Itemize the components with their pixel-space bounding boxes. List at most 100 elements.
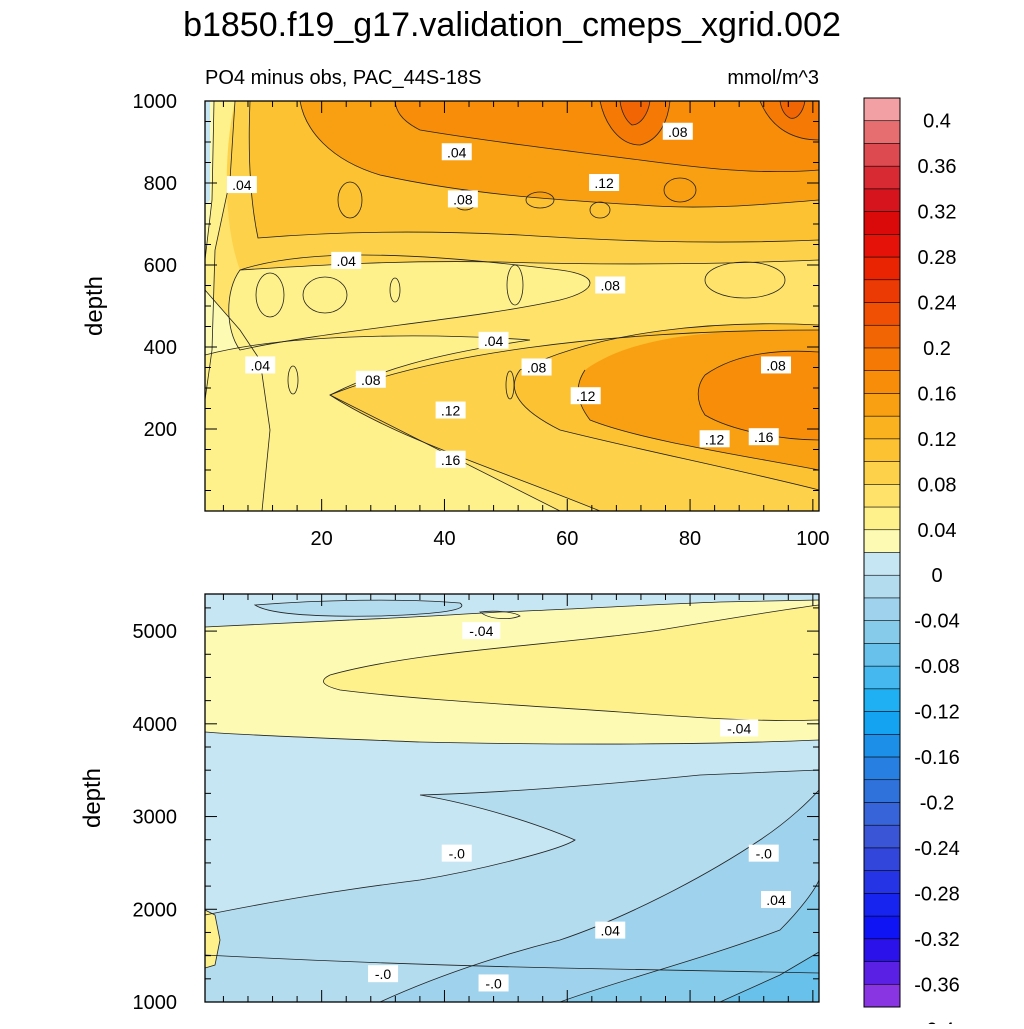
contour-label-text: .08 bbox=[527, 360, 547, 376]
colorbar-label: -0.16 bbox=[914, 747, 960, 769]
contour-line bbox=[779, 101, 806, 119]
contour-label: .12 bbox=[435, 401, 466, 419]
upper-y-axis-label: depth bbox=[81, 276, 108, 336]
contour-label-text: .16 bbox=[441, 452, 461, 468]
colorbar-box bbox=[863, 847, 901, 872]
contour-line bbox=[239, 259, 819, 271]
contour-label: -.0 bbox=[478, 974, 509, 992]
colorbar-label: 0.28 bbox=[918, 247, 957, 269]
colorbar-box bbox=[863, 120, 901, 144]
colorbar-label: -0.12 bbox=[914, 702, 960, 724]
colorbar-label: 0.12 bbox=[918, 429, 957, 451]
lower-band-neg-surface-patch bbox=[255, 600, 462, 617]
contour-label-box bbox=[331, 251, 362, 269]
contour-label-text: .04 bbox=[484, 333, 504, 349]
contour-line bbox=[394, 101, 819, 173]
colorbar-box bbox=[863, 506, 901, 531]
contour-label: -.04 bbox=[462, 622, 501, 640]
contour-line bbox=[205, 731, 819, 745]
y-tick-label: 400 bbox=[144, 337, 177, 359]
colorbar bbox=[863, 97, 901, 1008]
contour-line bbox=[329, 604, 819, 676]
colorbar-label: -0.4 bbox=[920, 1020, 954, 1024]
contour-line bbox=[479, 610, 521, 620]
contour-label-box bbox=[368, 965, 399, 983]
contour-label-box bbox=[435, 401, 466, 419]
colorbar-label: -0.04 bbox=[914, 611, 960, 633]
contour-label-box bbox=[245, 356, 276, 374]
colorbar-box bbox=[863, 915, 901, 940]
colorbar-box bbox=[863, 779, 901, 803]
lower-y-ticks: 1000 2000 3000 4000 5000 bbox=[133, 607, 819, 1014]
subtitle-left: PO4 minus obs, PAC_44S-18S bbox=[205, 67, 481, 89]
lower-contour-labels: -.0 -.0 .04 .04 -.0 -.0 -.04 -.04 bbox=[368, 622, 792, 992]
contour-label-box bbox=[748, 428, 779, 446]
contour-label-text: .08 bbox=[361, 372, 381, 388]
contour-label-text: .04 bbox=[232, 177, 252, 193]
colorbar-box bbox=[863, 370, 901, 394]
contour-line bbox=[323, 674, 819, 721]
colorbar-box bbox=[863, 552, 901, 576]
contour-label-text: .12 bbox=[441, 403, 461, 419]
contour-line bbox=[287, 365, 299, 395]
colorbar-box bbox=[863, 620, 901, 644]
contour-label-text: .08 bbox=[766, 357, 786, 373]
contour-line bbox=[514, 369, 819, 491]
y-tick-label: 1000 bbox=[133, 992, 178, 1014]
contour-label: .16 bbox=[748, 428, 779, 446]
contour-line bbox=[697, 374, 819, 441]
contour-label-text: .08 bbox=[668, 124, 688, 140]
contour-line bbox=[525, 191, 555, 209]
contour-label: -.0 bbox=[441, 844, 472, 862]
contour-line bbox=[505, 370, 515, 400]
x-tick-label: 80 bbox=[679, 528, 701, 550]
colorbar-label: 0 bbox=[931, 565, 942, 587]
contour-label-box bbox=[478, 331, 509, 349]
contour-label-box bbox=[226, 176, 257, 194]
colorbar-box bbox=[863, 165, 901, 190]
colorbar-box bbox=[863, 574, 901, 599]
contour-label: .04 bbox=[226, 176, 257, 194]
contour-label: .08 bbox=[355, 370, 386, 388]
contour-label: -.0 bbox=[368, 965, 399, 983]
lower-band-0.04 bbox=[323, 605, 819, 721]
colorbar-box bbox=[863, 279, 901, 304]
contour-label-text: .12 bbox=[705, 431, 725, 447]
colorbar-box bbox=[863, 711, 901, 735]
contour-label-box bbox=[570, 387, 601, 405]
colorbar-label: 0.4 bbox=[923, 111, 951, 133]
contour-line bbox=[589, 201, 611, 219]
contour-label-text: .08 bbox=[601, 278, 621, 294]
lower-y-axis-label: depth bbox=[79, 768, 106, 828]
contour-label-box bbox=[462, 622, 501, 640]
x-tick-label: 100 bbox=[796, 528, 829, 550]
colorbar-box bbox=[863, 824, 901, 849]
colorbar-labels: 0.4 0.36 0.32 0.28 0.24 0.2 0.16 0.12 0.08 0.04 0 -… bbox=[914, 111, 960, 1029]
y-tick-label: 2000 bbox=[133, 899, 178, 921]
contour-label: .04 bbox=[245, 356, 276, 374]
contour-line bbox=[205, 909, 221, 969]
contour-label-text: .04 bbox=[336, 253, 356, 269]
contour-line bbox=[302, 276, 348, 314]
lower-panel: -.0 -.0 .04 .04 -.0 -.0 -.04 -.04 1000 2000 3000 4… bbox=[79, 593, 820, 1014]
colorbar-box bbox=[863, 733, 901, 758]
contour-label: .08 bbox=[595, 276, 626, 294]
contour-label-box bbox=[435, 450, 466, 468]
upper-panel: .16 .12 .12 .12 .16 .08 .08 .08 .08 .08 .08 .04 .04.… bbox=[81, 91, 830, 550]
colorbar-box bbox=[863, 234, 901, 258]
contour-line bbox=[704, 350, 819, 376]
figure-title: b1850.f19_g17.validation_cmeps_xgrid.002 bbox=[183, 6, 841, 44]
contour-line bbox=[559, 879, 819, 1002]
contour-label: .04 bbox=[441, 143, 472, 161]
contour-label-box bbox=[595, 276, 626, 294]
colorbar-label: 0.08 bbox=[918, 474, 957, 496]
contour-line bbox=[253, 599, 463, 617]
contour-line bbox=[719, 951, 819, 1002]
lower-band-neg-0.16-deep bbox=[720, 952, 819, 1002]
contour-label-box bbox=[589, 174, 620, 191]
upper-contour-labels: .16 .12 .12 .12 .16 .08 .08 .08 .08 .08 .08 .04 .04.… bbox=[226, 122, 792, 468]
contour-label-box bbox=[595, 921, 626, 939]
colorbar-box bbox=[863, 393, 901, 417]
colorbar-label: 0.24 bbox=[918, 293, 957, 315]
